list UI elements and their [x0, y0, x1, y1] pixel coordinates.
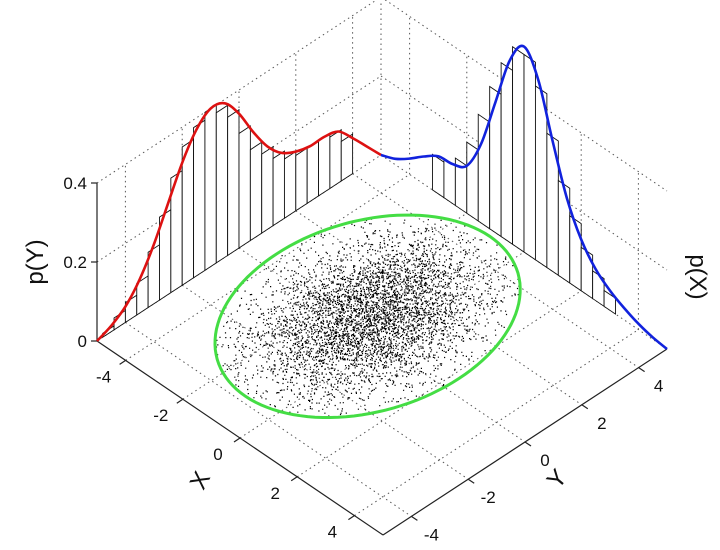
marginal-curve-pY [96, 101, 382, 342]
histogram-bar-pY [249, 141, 263, 242]
x-tick-label: 0 [213, 445, 222, 464]
y-tick-mark [581, 404, 589, 410]
x-tick-label: 2 [270, 484, 279, 503]
marginal-curves [96, 44, 668, 351]
scatter-points [215, 218, 521, 417]
histogram-bar-pY [227, 108, 240, 257]
x-tick-label: 4 [328, 523, 337, 542]
z-tick-label: 0.2 [63, 253, 87, 272]
histogram-bar-pX [523, 53, 536, 261]
histogram-bar-pY [340, 133, 354, 182]
x-axis-label: X [185, 467, 216, 494]
histogram-bar-pX [557, 179, 571, 284]
y-tick-mark [638, 367, 645, 373]
tick-labels: -4 -2 0 2 4 -4 -2 0 2 4 0 0.2 0.4 [63, 174, 663, 544]
histogram-bar-pX [489, 85, 502, 238]
confidence-ellipse [213, 213, 522, 419]
histogram-bar-pY [318, 132, 331, 197]
scatter-point-cloud [215, 218, 521, 417]
z-tick-label: 0 [78, 332, 87, 351]
z-axis-label-left: p(Y) [22, 239, 49, 284]
histogram-bar-pY [283, 150, 297, 220]
histogram-pY [102, 104, 354, 339]
y-tick-label: 2 [597, 414, 606, 433]
histogram-bar-pY [238, 125, 251, 249]
x-tick-mark [176, 398, 184, 404]
histogram-bar-pY [193, 119, 206, 279]
histogram-bar-pX [432, 153, 445, 199]
histogram-bar-pY [204, 104, 217, 272]
marginal-curve-pX [380, 44, 668, 351]
histogram-bar-pX [500, 61, 514, 246]
histogram-bar-pY [261, 145, 274, 234]
histogram-bar-pX [534, 85, 548, 269]
histogram-bar-pY [329, 128, 342, 190]
x-tick-mark [119, 359, 126, 365]
histogram-bar-pY [295, 147, 308, 212]
z-axis-label-right: p(X) [684, 254, 711, 299]
x-tick-mark [290, 476, 298, 482]
y-tick-label: 0 [540, 451, 549, 470]
y-tick-label: -2 [481, 488, 496, 507]
histogram-bar-pX [512, 45, 525, 253]
y-tick-mark [467, 478, 475, 484]
y-tick-mark [524, 441, 532, 447]
confidence-ellipse-group [213, 213, 522, 419]
x-tick-label: -2 [153, 406, 168, 425]
x-tick-mark [233, 437, 241, 443]
z-tick-label: 0.4 [63, 174, 87, 193]
axes [91, 182, 668, 536]
x-tick-label: -4 [96, 367, 111, 386]
histogram-pX [432, 45, 616, 315]
y-tick-label: -4 [424, 525, 439, 544]
histogram-bar-pX [477, 113, 491, 230]
histogram-bar-pX [592, 270, 605, 308]
y-tick-mark [411, 515, 418, 521]
x-tick-mark [348, 515, 355, 521]
histogram-bar-pY [215, 104, 229, 264]
y-tick-label: 4 [654, 377, 663, 396]
histogram-bar-pY [272, 150, 285, 227]
histogram-bar-pX [546, 132, 559, 277]
histogram-bar-pY [306, 139, 319, 205]
